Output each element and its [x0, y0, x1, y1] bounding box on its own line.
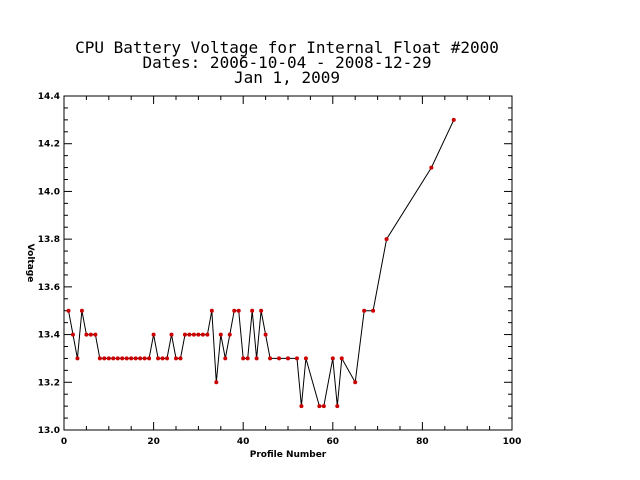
data-point [124, 356, 129, 361]
data-point [317, 404, 322, 409]
y-tick-label: 13.8 [38, 235, 60, 245]
data-point [169, 332, 174, 337]
data-point [156, 356, 161, 361]
series-line [68, 119, 455, 407]
data-point [236, 308, 241, 313]
x-tick-label: 40 [237, 437, 250, 447]
data-point [254, 356, 259, 361]
data-point [303, 356, 308, 361]
data-point [66, 308, 71, 313]
chart-title-line-2: Dates: 2006-10-04 - 2008-12-29 [143, 53, 432, 72]
data-point [268, 356, 273, 361]
x-tick-label: 0 [61, 437, 67, 447]
data-point [138, 356, 143, 361]
data-point [88, 332, 93, 337]
data-point [93, 332, 98, 337]
data-point [151, 332, 156, 337]
data-point [209, 308, 214, 313]
data-point [353, 380, 358, 385]
y-axis-label: Voltage [25, 244, 35, 283]
data-points [66, 117, 456, 409]
y-tick-label: 13.2 [38, 378, 60, 388]
chart-title-line-3: Jan 1, 2009 [234, 68, 340, 87]
y-tick-label: 13.4 [38, 331, 60, 341]
data-point [115, 356, 120, 361]
chart-title-line-1: CPU Battery Voltage for Internal Float #… [75, 38, 499, 57]
x-tick-label: 100 [503, 437, 522, 447]
y-tick-label: 14.4 [38, 92, 60, 102]
data-point [174, 356, 178, 361]
data-point [371, 308, 376, 313]
y-tick-label: 13.6 [38, 283, 60, 293]
data-point [299, 404, 304, 409]
data-point [133, 356, 138, 361]
data-point [102, 356, 107, 361]
y-tick-label: 13.0 [38, 426, 60, 436]
data-point [160, 356, 165, 361]
data-point [191, 332, 196, 337]
data-point [384, 237, 389, 242]
y-tick-label: 14.0 [38, 187, 60, 197]
data-point [187, 332, 192, 337]
data-point [294, 356, 299, 361]
data-point [330, 356, 335, 361]
data-point [232, 308, 237, 313]
x-tick-label: 60 [327, 437, 340, 447]
data-point [178, 356, 183, 361]
data-point [97, 356, 102, 361]
data-point [84, 332, 89, 337]
data-point [286, 356, 290, 361]
data-point [147, 356, 152, 361]
data-point [321, 404, 326, 409]
data-point [200, 332, 205, 337]
data-point [75, 356, 80, 361]
plot-frame [63, 95, 513, 431]
data-point [165, 356, 170, 361]
x-tick-label: 80 [416, 437, 429, 447]
y-tick-label: 14.2 [38, 140, 60, 150]
data-point [111, 356, 116, 361]
data-point [106, 356, 111, 361]
data-point [142, 356, 147, 361]
data-point [335, 404, 340, 409]
x-tick-label: 20 [147, 437, 160, 447]
data-point [120, 356, 125, 361]
data-point [214, 380, 219, 385]
data-point [205, 332, 210, 337]
data-point [429, 165, 434, 170]
data-point [196, 332, 201, 337]
y-tick-labels: 13.0 13.2 13.4 13.6 13.8 14.0 14.2 14.4 [38, 92, 60, 436]
data-point [245, 356, 250, 361]
data-point [218, 332, 223, 337]
data-point [339, 356, 344, 361]
data-point [70, 332, 75, 337]
data-point [362, 308, 367, 313]
x-tick-labels: 0 20 40 60 80 100 [61, 437, 522, 447]
data-point [277, 356, 282, 361]
x-axis-label: Profile Number [250, 450, 327, 460]
data-point [451, 117, 456, 122]
data-point [263, 332, 268, 337]
data-point [79, 308, 84, 313]
data-point [129, 356, 134, 361]
data-point [259, 308, 264, 313]
data-point [227, 332, 232, 337]
data-point [241, 356, 246, 361]
axis-ticks [63, 95, 513, 431]
data-point [223, 356, 228, 361]
data-point [250, 308, 255, 313]
data-point [182, 332, 187, 337]
